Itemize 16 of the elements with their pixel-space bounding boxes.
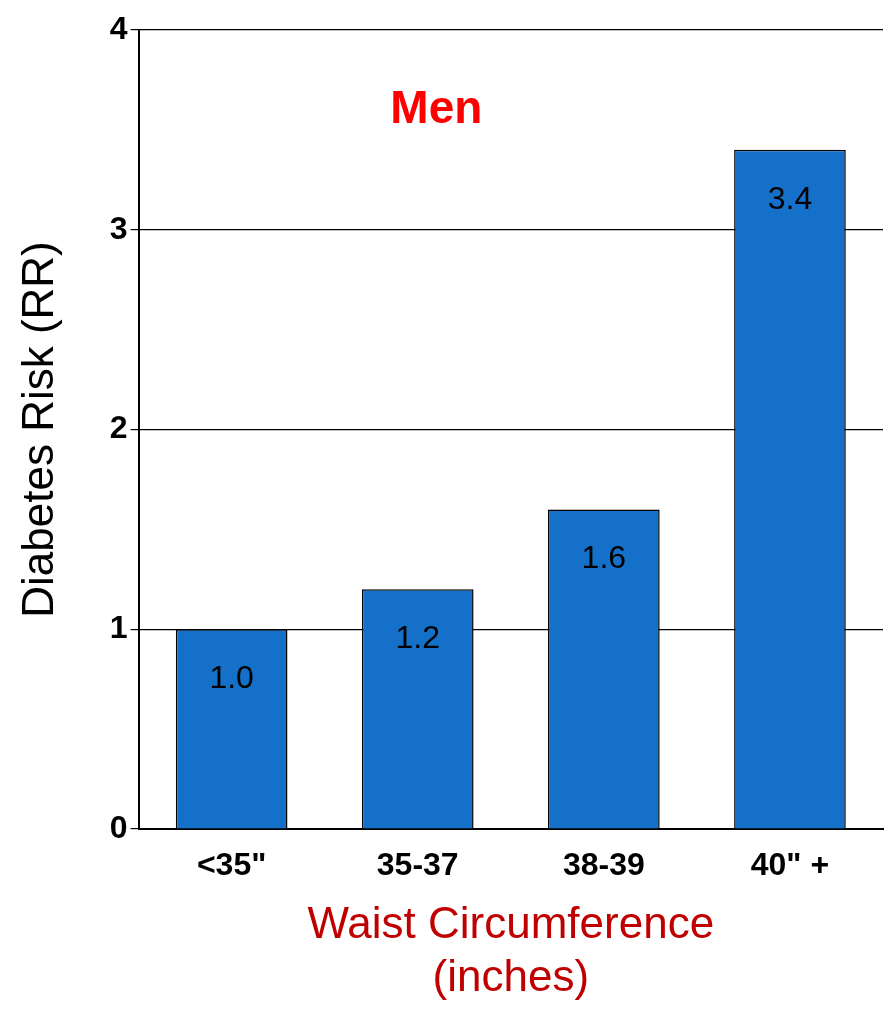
y-tick-label: 3 xyxy=(109,209,128,246)
data-label: 3.4 xyxy=(767,179,813,216)
x-axis-title: Waist Circumference (inches) xyxy=(307,897,715,1000)
text: Men xyxy=(390,80,483,133)
x-tick-label: 35-37 xyxy=(376,846,459,883)
data-label: 1.2 xyxy=(395,619,440,656)
x-tick-label: <35" xyxy=(196,846,267,883)
y-tick-label: 0 xyxy=(109,808,128,845)
y-tick-label: 1 xyxy=(109,609,128,646)
x-tick-label: 40" + xyxy=(750,846,830,883)
x-tick-label: 38-39 xyxy=(562,846,645,883)
y-tick-label: 2 xyxy=(109,409,128,446)
data-label: 1.6 xyxy=(581,539,627,576)
y-axis-title: Diabetes Risk (RR) xyxy=(12,241,62,618)
data-label: 1.0 xyxy=(209,659,254,696)
y-tick-label: 4 xyxy=(109,9,128,46)
